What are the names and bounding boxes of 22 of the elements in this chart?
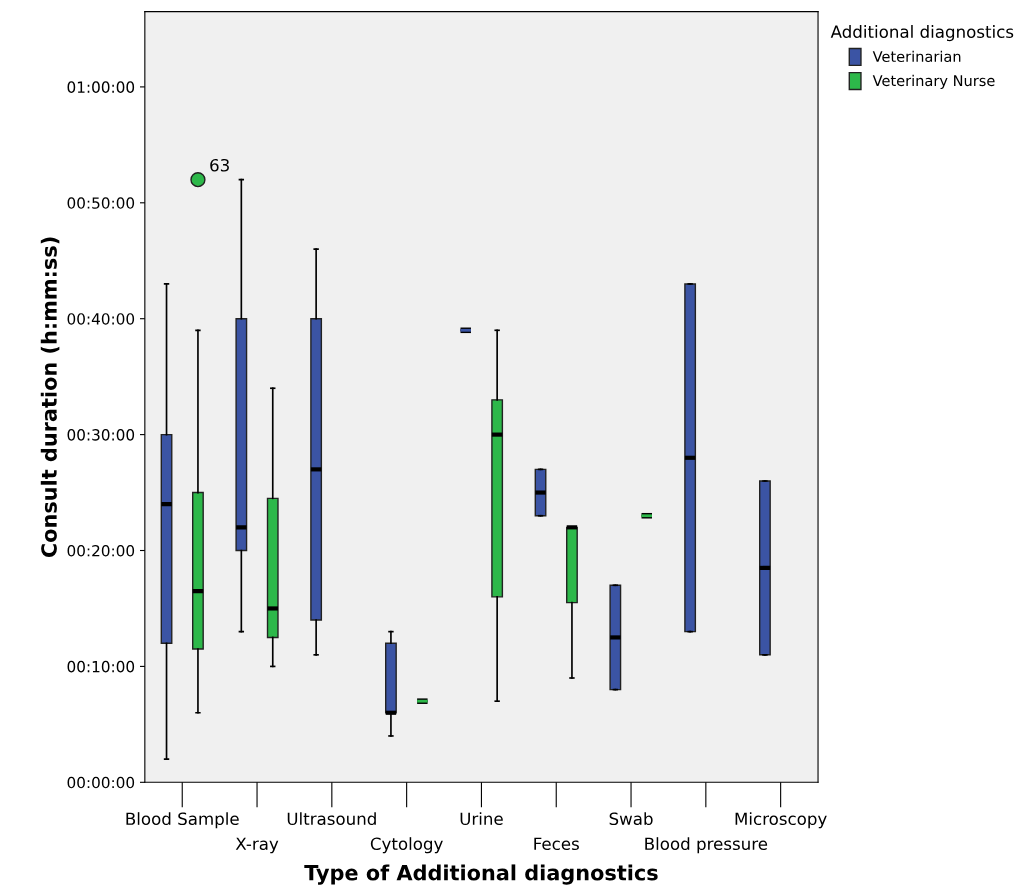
x-tick-label: X-ray	[235, 837, 279, 854]
x-tick-label: Ultrasound	[287, 812, 376, 826]
y-axis-title: Consult duration (h:mm:ss)	[40, 237, 60, 558]
x-axis-title: Type of Additional diagnostics	[304, 864, 658, 885]
legend-title: Additional diagnostics	[830, 25, 1014, 42]
legend-label: Veterinarian	[872, 50, 961, 63]
y-tick-label: 00:10:00	[67, 660, 135, 673]
x-tick-label: Swab	[609, 812, 653, 826]
x-tick-label: Blood pressure	[645, 837, 768, 854]
annotation: 63	[210, 158, 229, 172]
x-tick-label: Cytology	[370, 837, 443, 854]
legend-label: Veterinary Nurse	[872, 74, 995, 89]
y-tick-label: 00:20:00	[67, 544, 135, 557]
y-tick-label: 01:00:00	[67, 81, 135, 93]
y-tick-label: 00:00:00	[67, 776, 135, 789]
y-tick-label: 00:50:00	[67, 197, 135, 209]
x-tick-label: Microscopy	[735, 812, 827, 829]
y-tick-label: 00:30:00	[67, 429, 135, 441]
x-tick-label: Blood Sample	[126, 812, 239, 829]
y-tick-label: 00:40:00	[67, 313, 135, 325]
x-tick-label: Feces	[534, 837, 579, 851]
x-tick-label: Urine	[460, 812, 503, 826]
